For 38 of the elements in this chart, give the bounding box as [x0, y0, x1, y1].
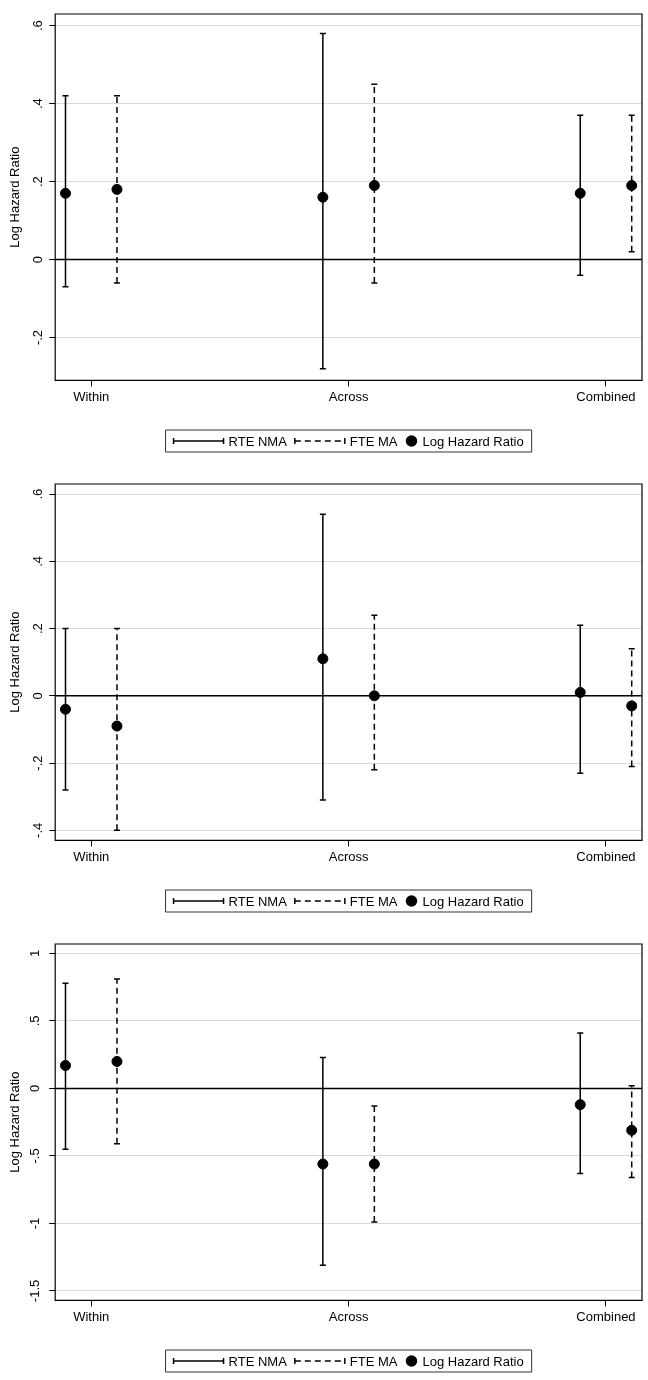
- y-tick-label: -1: [26, 1217, 42, 1230]
- legend-label: RTE NMA: [228, 433, 288, 449]
- x-tick-label: Across: [328, 1308, 369, 1324]
- legend-label: FTE MA: [349, 433, 398, 449]
- y-tick-label: .4: [30, 555, 46, 567]
- y-tick-label: -.4: [30, 822, 46, 838]
- x-tick-label: Within: [73, 1308, 110, 1324]
- x-tick-label: Within: [73, 388, 110, 404]
- y-tick-label: .4: [30, 98, 46, 110]
- legend-label: Log Hazard Ratio: [422, 1353, 524, 1369]
- y-tick-label: .6: [30, 488, 46, 500]
- y-axis-title: Log Hazard Ratio: [7, 611, 23, 713]
- x-tick-label: Across: [328, 848, 369, 864]
- x-tick-label: Within: [73, 848, 110, 864]
- legend-label: RTE NMA: [228, 893, 288, 909]
- y-axis-title: Log Hazard Ratio: [7, 146, 23, 248]
- y-tick-label: 0: [26, 1084, 42, 1093]
- x-tick-label: Combined: [576, 1308, 636, 1324]
- y-tick-label: 0: [30, 692, 46, 700]
- legend-label: FTE MA: [349, 893, 398, 909]
- y-tick-label: 1: [26, 949, 42, 958]
- y-tick-label: .6: [30, 20, 46, 32]
- y-tick-label: .2: [30, 176, 46, 188]
- x-tick-label: Combined: [576, 848, 636, 864]
- y-tick-label: 0: [30, 255, 46, 264]
- y-tick-label: -1.5: [26, 1279, 42, 1303]
- y-tick-label: -.2: [30, 755, 46, 771]
- y-axis-title: Log Hazard Ratio: [7, 1071, 23, 1173]
- legend-label: RTE NMA: [228, 1353, 288, 1369]
- x-tick-label: Across: [328, 388, 369, 404]
- x-tick-label: Combined: [576, 388, 636, 404]
- y-tick-label: -.5: [26, 1148, 42, 1164]
- legend-label: FTE MA: [349, 1353, 398, 1369]
- y-tick-label: -.2: [30, 329, 46, 346]
- y-tick-label: .5: [26, 1015, 42, 1027]
- y-tick-label: .2: [30, 623, 46, 634]
- legend-label: Log Hazard Ratio: [422, 433, 524, 449]
- legend-label: Log Hazard Ratio: [422, 893, 524, 909]
